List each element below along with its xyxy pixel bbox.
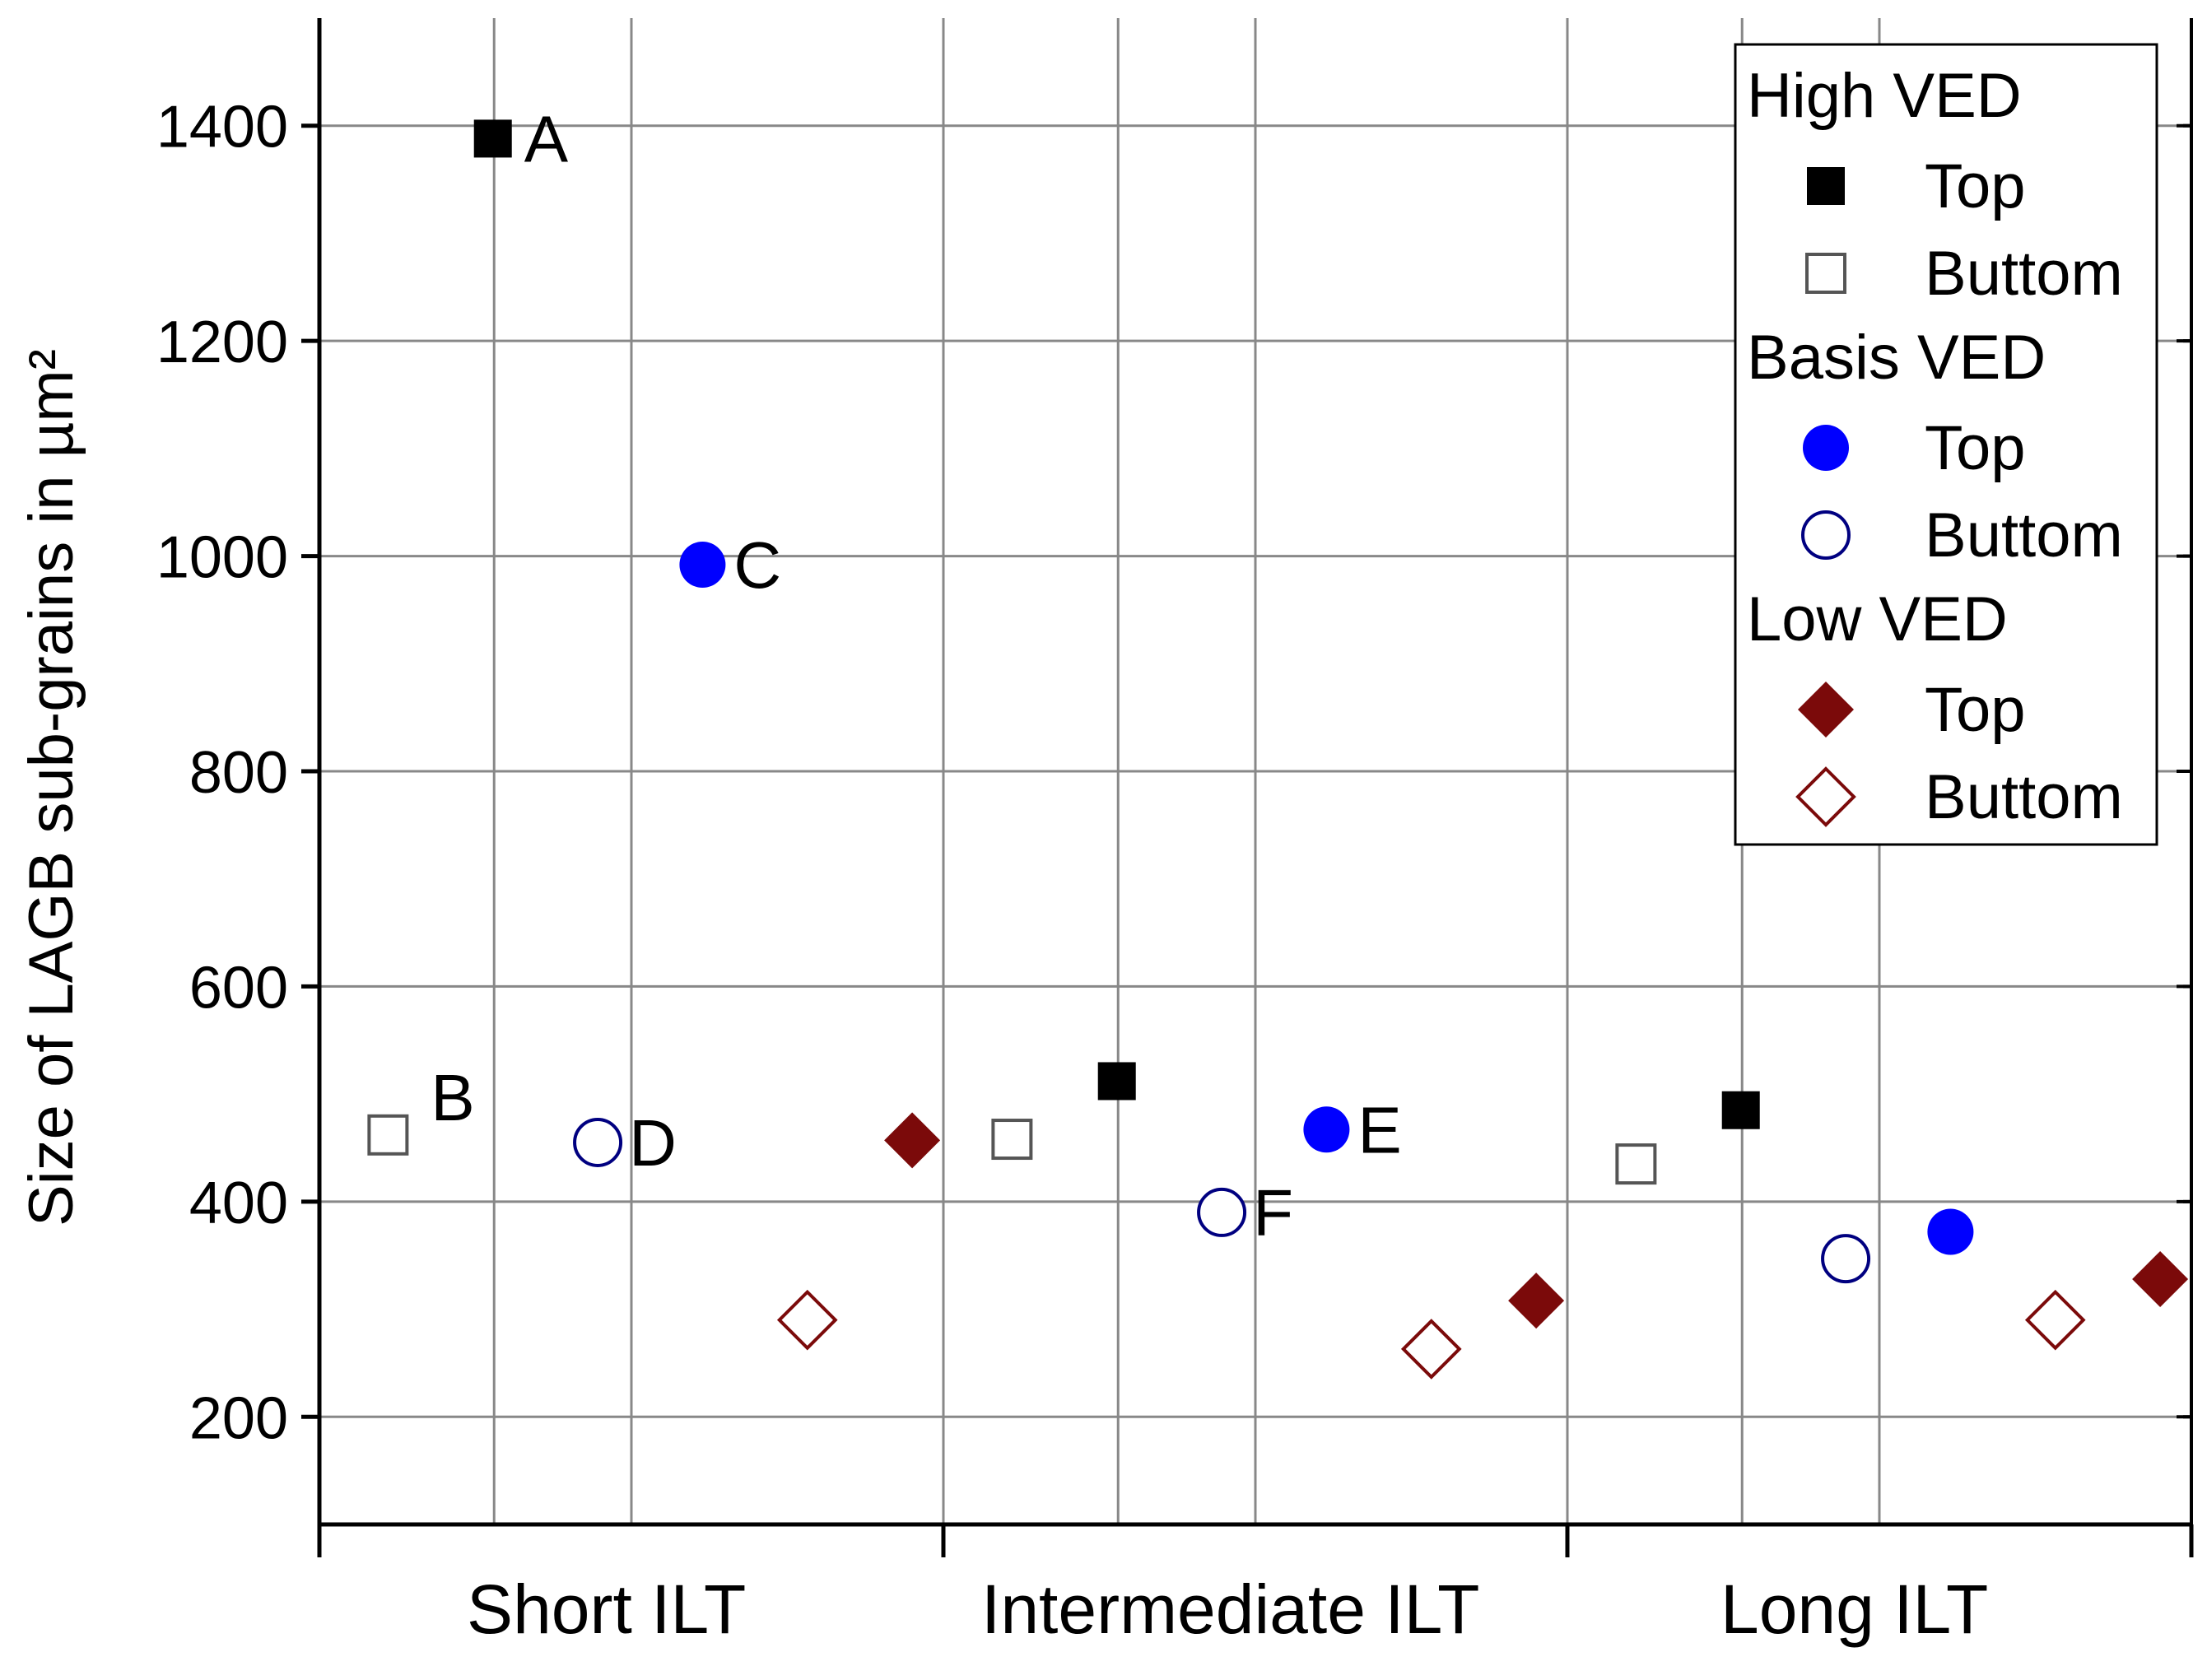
- data-points: A B C E D F: [367, 102, 2189, 1380]
- y-tick-label: 1000: [156, 525, 288, 591]
- data-point-circle: [573, 1117, 623, 1167]
- data-point-square: [1097, 1062, 1136, 1101]
- legend-marker-diamond: [1795, 766, 1856, 827]
- y-tick-label: 400: [189, 1170, 288, 1236]
- legend: High VED Top Buttom Basis VED Top Buttom Low V…: [1734, 43, 2158, 846]
- data-point-square: [367, 1114, 409, 1156]
- point-label: E: [1357, 1093, 1401, 1166]
- legend-entry-label: Buttom: [1925, 762, 2123, 832]
- data-point-diamond: [776, 1289, 838, 1351]
- data-point-circle: [1197, 1187, 1247, 1237]
- data-point-diamond: [1508, 1273, 1565, 1329]
- legend-group-title: Low VED: [1747, 584, 2008, 654]
- legend-entry-label: Buttom: [1925, 500, 2123, 570]
- point-label: A: [524, 102, 569, 175]
- x-category-label: Short ILT: [467, 1571, 746, 1648]
- legend-marker-diamond: [1798, 682, 1854, 738]
- legend-marker-circle: [1803, 425, 1849, 471]
- data-point-circle: [1927, 1208, 1974, 1255]
- data-point-square: [1615, 1143, 1657, 1185]
- y-tick-label: 1200: [156, 309, 288, 375]
- x-category-label: Intermediate ILT: [981, 1571, 1479, 1648]
- legend-group-title: Basis VED: [1747, 323, 2046, 393]
- data-point-circle: [1303, 1106, 1350, 1153]
- legend-marker-square: [1807, 167, 1845, 205]
- axes: 200 400 600 800 1000 1200 1400 Short ILT Interme…: [16, 18, 2194, 1648]
- legend-marker-square: [1805, 253, 1846, 294]
- y-tick-label: 200: [189, 1385, 288, 1451]
- data-point-circle: [1821, 1234, 1871, 1284]
- legend-entry-label: Top: [1925, 675, 2026, 745]
- point-label: C: [733, 528, 781, 602]
- data-point-diamond: [2132, 1250, 2189, 1307]
- y-tick-label: 600: [189, 955, 288, 1021]
- y-tick-label: 1400: [156, 95, 288, 161]
- data-point-square: [473, 119, 512, 158]
- data-point-square: [1721, 1091, 1760, 1129]
- data-point-square: [991, 1119, 1033, 1161]
- legend-marker-circle: [1801, 510, 1851, 560]
- legend-entry-label: Top: [1925, 413, 2026, 483]
- legend-entry-label: Buttom: [1925, 239, 2123, 309]
- point-label: D: [629, 1106, 677, 1180]
- point-label: F: [1253, 1176, 1293, 1250]
- legend-group-title: High VED: [1747, 61, 2022, 131]
- data-point-diamond: [1400, 1319, 1462, 1380]
- legend-entry-label: Top: [1925, 151, 2026, 221]
- y-tick-label: 800: [189, 740, 288, 806]
- point-label: B: [431, 1061, 474, 1134]
- data-point-diamond: [884, 1112, 941, 1169]
- data-point-circle: [679, 542, 726, 589]
- x-category-label: Long ILT: [1720, 1571, 1988, 1648]
- y-axis-title: Size of LAGB sub-grains in µm²: [16, 349, 86, 1226]
- data-point-diamond: [2024, 1289, 2086, 1351]
